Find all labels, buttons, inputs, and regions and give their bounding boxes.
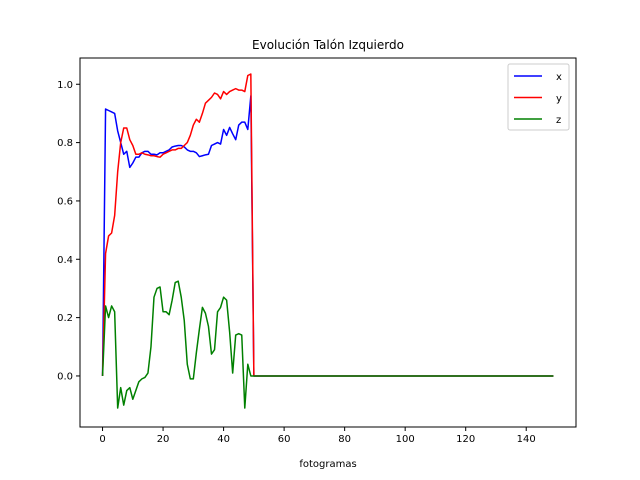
series-layer xyxy=(101,73,554,409)
series-line-x xyxy=(101,95,554,377)
plot-frame xyxy=(79,57,577,428)
x-tick-label: 60 xyxy=(278,434,291,445)
x-tick-label: 140 xyxy=(517,434,536,445)
series-line-z xyxy=(101,280,554,409)
x-tick-label: 100 xyxy=(396,434,415,445)
x-tick-label: 120 xyxy=(456,434,475,445)
x-tick-label: 0 xyxy=(99,434,105,445)
legend: xyz xyxy=(507,63,570,131)
y-tick-label: 1.0 xyxy=(57,80,73,91)
x-tick-label: 40 xyxy=(217,434,230,445)
x-axis-ticks: 0 20 40 60 80 100 120 140 xyxy=(99,427,536,445)
legend-label-y: y xyxy=(556,94,562,105)
chart-title: Evolución Talón Izquierdo xyxy=(252,38,404,52)
x-tick-label: 80 xyxy=(338,434,351,445)
y-tick-label: 0.4 xyxy=(57,255,73,266)
legend-label-x: x xyxy=(556,72,562,83)
y-tick-label: 0.2 xyxy=(57,313,73,324)
y-tick-label: 0.6 xyxy=(57,196,73,207)
x-axis-label: fotogramas xyxy=(299,459,356,470)
plot-area xyxy=(79,57,577,428)
y-tick-label: 0.8 xyxy=(57,138,73,149)
series-line-y xyxy=(101,73,554,377)
x-tick-label: 20 xyxy=(157,434,170,445)
legend-label-z: z xyxy=(556,115,561,126)
y-tick-label: 0.0 xyxy=(57,371,73,382)
y-axis-ticks: 0.0 0.2 0.4 0.6 0.8 1.0 xyxy=(57,80,80,382)
